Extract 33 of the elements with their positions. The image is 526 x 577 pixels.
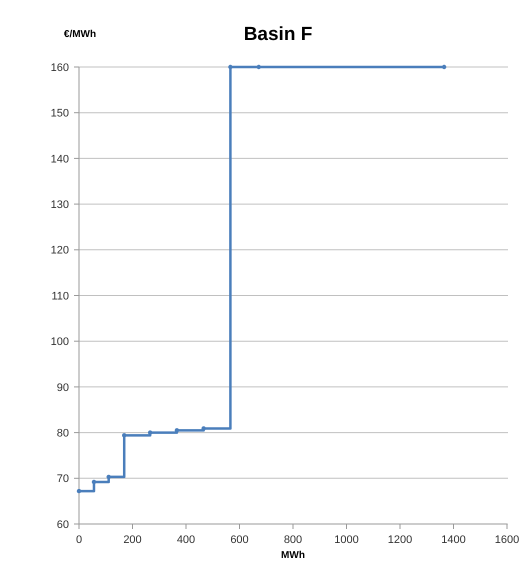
y-tick-label: 100 xyxy=(50,336,69,348)
x-tick-label: 1400 xyxy=(441,534,466,546)
x-tick-label: 1000 xyxy=(334,534,359,546)
y-tick-label: 60 xyxy=(56,518,69,531)
x-tick-label: 800 xyxy=(284,534,302,546)
y-tick-label: 80 xyxy=(56,427,69,440)
y-tick-label: 120 xyxy=(50,244,69,257)
y-axis-title: €/MWh xyxy=(64,29,96,40)
point xyxy=(256,64,261,70)
chart-title: Basin F xyxy=(244,24,312,45)
point xyxy=(92,480,96,484)
point xyxy=(228,64,233,70)
x-tick-label: 200 xyxy=(123,534,142,546)
x-tick-label: 1600 xyxy=(494,534,520,546)
point xyxy=(201,426,206,431)
x-axis-title: MWh xyxy=(281,550,305,561)
point xyxy=(106,474,111,480)
x-tick-label: 600 xyxy=(230,534,249,546)
x-tick-label: 400 xyxy=(176,534,196,546)
point xyxy=(148,430,152,435)
y-tick-label: 110 xyxy=(51,290,69,302)
point xyxy=(122,433,126,438)
y-tick-label: 90 xyxy=(56,382,69,394)
x-tick-label: 1200 xyxy=(388,534,412,546)
y-tick-label: 130 xyxy=(50,198,69,211)
y-tick-label: 150 xyxy=(50,108,69,120)
point xyxy=(76,488,82,494)
y-tick-label: 70 xyxy=(56,473,69,486)
x-tick-label: 0 xyxy=(76,534,82,546)
y-tick-label: 160 xyxy=(50,62,69,74)
point xyxy=(442,64,446,70)
y-tick-label: 140 xyxy=(50,153,69,166)
point xyxy=(174,428,180,433)
